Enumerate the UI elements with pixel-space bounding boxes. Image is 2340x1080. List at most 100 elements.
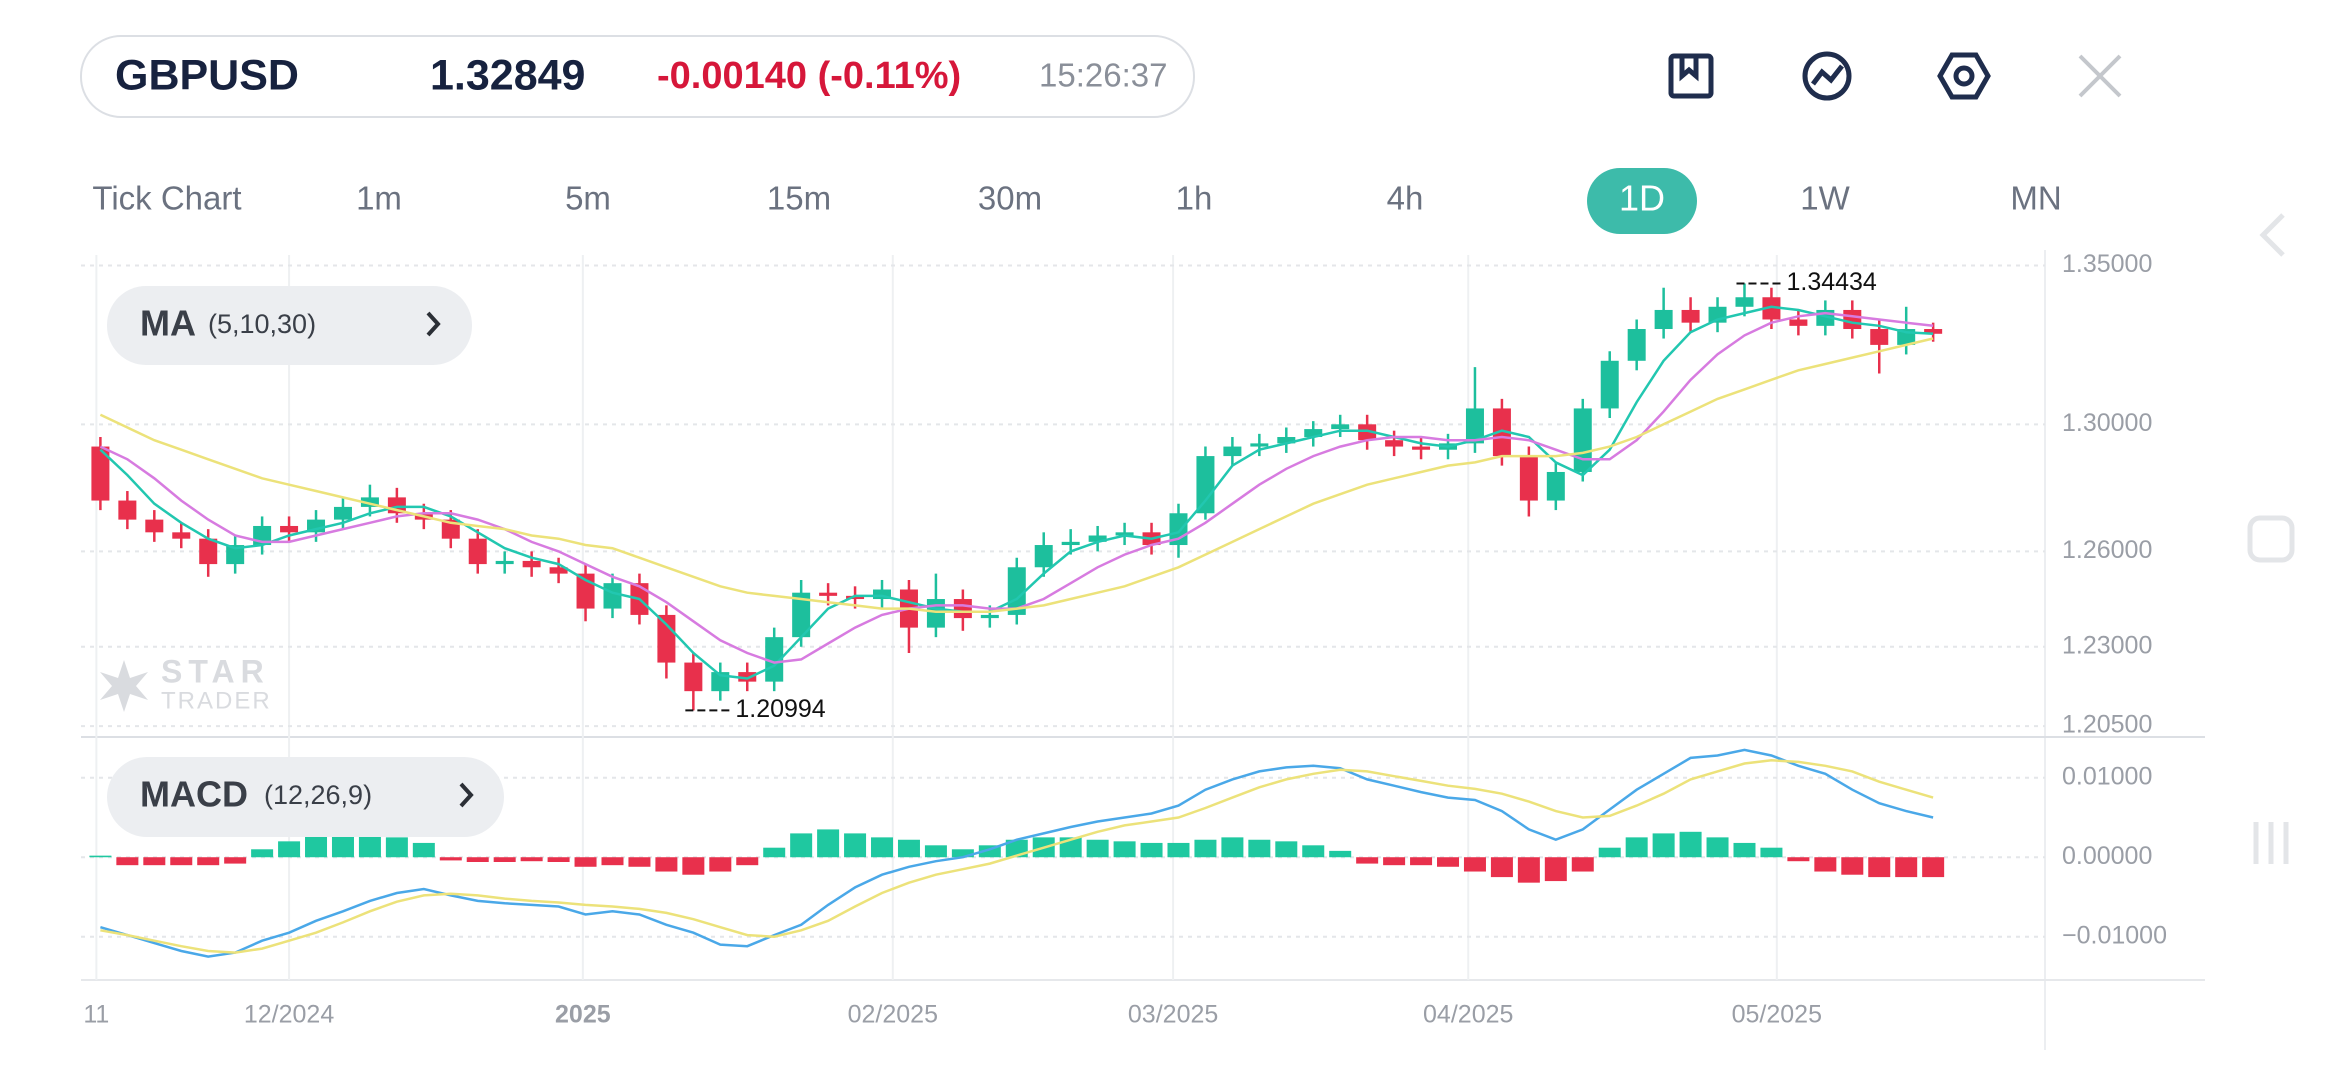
candle-body	[145, 519, 164, 533]
time: 15:26:37	[1039, 57, 1167, 94]
candle-body	[1358, 424, 1377, 441]
y-tick-label: 1.26000	[2062, 536, 2152, 564]
candle-body	[199, 538, 218, 565]
candle-body	[1627, 329, 1646, 361]
histogram-bar	[1787, 857, 1810, 862]
candle-body	[1196, 456, 1215, 514]
timeframe[interactable]: 1m	[356, 180, 402, 217]
histogram-bar	[844, 833, 867, 858]
histogram-bar	[871, 837, 894, 858]
histogram-bar	[251, 849, 274, 858]
indicator-params: (12,26,9)	[264, 780, 372, 810]
settings-button[interactable]	[1937, 52, 1991, 100]
histogram-bar	[1329, 850, 1352, 858]
histogram-bar	[1275, 841, 1298, 858]
histogram-bar	[305, 834, 328, 858]
candle-body	[1870, 329, 1889, 345]
nav-home[interactable]	[2247, 515, 2295, 563]
histogram-bar	[574, 857, 597, 867]
candle-body	[1546, 471, 1565, 501]
histogram-bar	[951, 849, 974, 858]
histogram-bar	[116, 857, 139, 866]
histogram-bar	[601, 857, 624, 866]
histogram-bar	[1437, 857, 1460, 867]
histogram-bar	[520, 857, 543, 862]
x-tick-label: 12/2024	[244, 1001, 334, 1029]
ma-pill[interactable]	[107, 286, 472, 365]
candle-body	[1573, 408, 1592, 472]
histogram-bar	[1194, 839, 1217, 858]
timeframe-active	[1587, 168, 1697, 234]
candle-body	[1789, 319, 1808, 326]
histogram-bar	[1167, 842, 1190, 858]
histogram-bar	[682, 857, 705, 875]
timeframe[interactable]: 4h	[1387, 180, 1424, 217]
histogram-bar	[1383, 857, 1406, 866]
histogram-bar	[1113, 841, 1136, 858]
candle-body	[468, 538, 487, 565]
candle-body	[738, 672, 757, 682]
histogram-bar	[1598, 847, 1621, 858]
candle-body	[765, 637, 784, 682]
histogram-bar	[817, 829, 840, 858]
timeframe[interactable]: 1D	[1619, 178, 1665, 219]
x-tick-label: 05/2025	[1732, 1001, 1822, 1029]
x-tick-label: 04/2025	[1423, 1001, 1513, 1029]
candle-body	[172, 532, 191, 539]
candle-body	[1385, 440, 1404, 447]
nav-back[interactable]	[2259, 213, 2285, 257]
histogram-bar	[278, 841, 301, 858]
timeframe[interactable]: 30m	[978, 180, 1042, 217]
histogram-bar	[1895, 857, 1918, 878]
timeframe[interactable]: MN	[2010, 180, 2061, 217]
histogram-bar	[1490, 857, 1513, 878]
candle-body	[280, 525, 299, 533]
histogram-bar	[655, 857, 678, 872]
watermark: STAR TRADER	[100, 653, 270, 714]
indicator-button[interactable]	[1802, 51, 1852, 101]
candle-body	[1115, 532, 1134, 536]
timeframe[interactable]: 1h	[1176, 180, 1213, 217]
x-tick-label: 02/2025	[848, 1001, 938, 1029]
histogram-bar	[224, 857, 247, 864]
nav-recent[interactable]	[2253, 822, 2289, 864]
candle-body	[1519, 456, 1538, 501]
price: 1.32849	[430, 51, 585, 99]
timeframe[interactable]: 5m	[565, 180, 611, 217]
histogram-bar	[439, 857, 462, 861]
candle-body	[1223, 446, 1242, 457]
histogram-bar	[628, 857, 651, 867]
candle-body	[522, 560, 541, 568]
candle-body	[980, 614, 999, 619]
candle-body	[333, 506, 352, 520]
histogram-bar	[1814, 857, 1837, 872]
histogram-bar	[1868, 857, 1891, 878]
candle-body	[1654, 309, 1673, 330]
candle-body	[118, 500, 137, 520]
annotation-label: 1.34434	[1786, 268, 1876, 296]
histogram-bar	[412, 842, 435, 858]
macd-pill[interactable]	[107, 757, 504, 837]
close-button[interactable]	[2078, 54, 2122, 98]
histogram-bar	[1410, 857, 1433, 866]
histogram-bar	[1544, 857, 1567, 882]
bookmark-button[interactable]	[1668, 53, 1714, 99]
macd-line	[100, 748, 1934, 958]
histogram-bar	[1248, 839, 1271, 858]
histogram-bar	[790, 833, 813, 858]
candle-body	[1088, 535, 1107, 542]
timeframe[interactable]: 1W	[1800, 180, 1850, 217]
histogram-bar	[1652, 833, 1675, 858]
watermark-text: STAR	[161, 653, 270, 689]
symbol-bar	[80, 35, 1195, 118]
histogram-bar	[466, 857, 489, 862]
timeframe[interactable]: 15m	[767, 180, 831, 217]
candle-body	[360, 497, 379, 507]
candle-body	[1331, 424, 1350, 430]
candle-body	[684, 662, 703, 692]
macd-line	[100, 759, 1934, 954]
timeframe[interactable]: Tick Chart	[92, 180, 241, 217]
histogram-bar	[1140, 842, 1163, 858]
